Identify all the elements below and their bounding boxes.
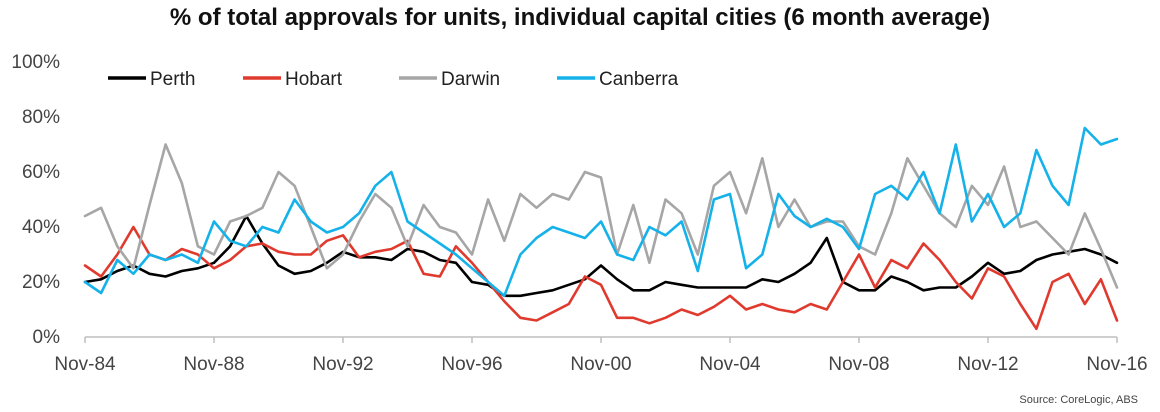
y-tick-label: 40% [22,217,60,238]
legend-label-perth: Perth [150,69,195,90]
x-tick-label: Nov-12 [957,354,1018,375]
legend-label-hobart: Hobart [285,69,343,90]
series-line-canberra [83,126,1119,298]
x-axis-ticks: Nov-84 Nov-88 Nov-92 Nov-96 Nov-00 Nov-04 Nov-… [54,337,1148,375]
x-tick-label: Nov-00 [570,354,631,375]
x-tick-label: Nov-84 [54,354,116,375]
y-axis-ticks: 0% 20% 40% 60% 80% 100% [11,52,60,348]
series-lines [83,126,1119,331]
x-tick-label: Nov-92 [312,354,373,375]
y-tick-label: 60% [22,162,60,183]
x-tick-label: Nov-88 [183,354,244,375]
x-tick-label: Nov-08 [828,354,889,375]
y-tick-label: 0% [33,327,61,348]
x-tick-label: Nov-04 [699,354,761,375]
chart-title: % of total approvals for units, individu… [169,4,991,31]
x-tick-label: Nov-16 [1086,354,1147,375]
y-tick-label: 80% [22,107,60,128]
series-line-hobart [83,225,1119,331]
y-tick-label: 20% [22,272,60,293]
legend-label-darwin: Darwin [441,69,500,90]
legend: Perth Hobart Darwin Canberra [108,69,679,90]
series-line-darwin [83,143,1119,289]
legend-label-canberra: Canberra [599,69,679,90]
x-tick-label: Nov-96 [441,354,502,375]
y-tick-label: 100% [11,52,60,73]
source-note: Source: CoreLogic, ABS [1019,394,1138,406]
